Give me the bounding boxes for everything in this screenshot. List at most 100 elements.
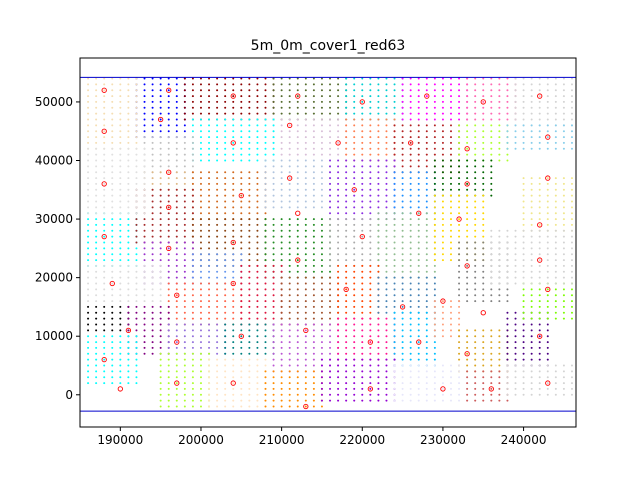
data-point bbox=[312, 130, 315, 133]
data-point bbox=[401, 399, 404, 402]
data-point bbox=[143, 112, 146, 115]
data-point bbox=[514, 329, 517, 332]
data-point bbox=[103, 147, 106, 150]
data-point bbox=[135, 253, 138, 256]
data-point bbox=[409, 177, 412, 180]
data-point bbox=[385, 200, 388, 203]
data-point bbox=[288, 165, 291, 168]
data-point bbox=[329, 106, 332, 109]
data-point bbox=[393, 358, 396, 361]
data-point bbox=[175, 311, 178, 314]
data-point bbox=[312, 305, 315, 308]
data-point bbox=[127, 259, 130, 262]
data-point bbox=[361, 323, 364, 326]
data-point bbox=[288, 235, 291, 238]
data-point bbox=[393, 177, 396, 180]
data-point bbox=[530, 130, 533, 133]
data-point bbox=[183, 118, 186, 121]
data-point bbox=[498, 241, 501, 244]
data-point bbox=[103, 77, 106, 80]
data-point bbox=[562, 89, 565, 92]
data-point bbox=[538, 288, 541, 291]
data-point bbox=[119, 241, 122, 244]
data-point bbox=[167, 206, 170, 209]
data-point bbox=[385, 112, 388, 115]
data-point bbox=[103, 253, 106, 256]
data-point bbox=[522, 282, 525, 285]
data-point bbox=[570, 100, 573, 103]
data-point bbox=[369, 200, 372, 203]
data-point bbox=[369, 118, 372, 121]
data-point bbox=[449, 118, 452, 121]
data-point bbox=[280, 352, 283, 355]
data-point bbox=[498, 100, 501, 103]
data-point bbox=[175, 165, 178, 168]
data-point bbox=[272, 153, 275, 156]
data-point bbox=[167, 305, 170, 308]
data-point bbox=[87, 212, 90, 215]
data-point bbox=[256, 294, 259, 297]
data-point bbox=[103, 188, 106, 191]
data-point bbox=[232, 294, 235, 297]
data-point bbox=[312, 393, 315, 396]
data-point bbox=[159, 282, 162, 285]
data-point bbox=[312, 141, 315, 144]
data-point bbox=[554, 147, 557, 150]
data-point bbox=[562, 317, 565, 320]
data-point bbox=[433, 118, 436, 121]
data-point bbox=[119, 218, 122, 221]
data-point bbox=[570, 112, 573, 115]
data-point bbox=[95, 346, 98, 349]
data-point bbox=[353, 100, 356, 103]
data-point bbox=[95, 370, 98, 373]
data-point bbox=[280, 188, 283, 191]
data-point bbox=[466, 247, 469, 250]
data-point bbox=[240, 241, 243, 244]
data-point bbox=[143, 177, 146, 180]
data-point bbox=[256, 387, 259, 390]
data-point bbox=[240, 89, 243, 92]
data-point bbox=[191, 247, 194, 250]
data-point bbox=[441, 253, 444, 256]
data-point bbox=[466, 364, 469, 367]
data-point bbox=[159, 177, 162, 180]
data-point bbox=[248, 89, 251, 92]
data-point bbox=[458, 212, 461, 215]
data-point bbox=[167, 188, 170, 191]
data-point bbox=[264, 305, 267, 308]
data-point bbox=[167, 288, 170, 291]
data-point bbox=[304, 259, 307, 262]
data-point bbox=[538, 77, 541, 80]
data-point bbox=[312, 294, 315, 297]
data-point bbox=[280, 235, 283, 238]
data-point bbox=[401, 358, 404, 361]
data-point bbox=[216, 270, 219, 273]
data-point bbox=[345, 118, 348, 121]
data-point bbox=[264, 147, 267, 150]
data-point bbox=[272, 89, 275, 92]
data-point bbox=[417, 247, 420, 250]
data-point bbox=[208, 282, 211, 285]
data-point bbox=[369, 147, 372, 150]
data-point bbox=[248, 106, 251, 109]
data-point bbox=[159, 317, 162, 320]
axes-frame bbox=[79, 57, 577, 428]
data-point bbox=[208, 229, 211, 232]
data-point bbox=[111, 147, 114, 150]
data-point bbox=[103, 376, 106, 379]
data-point bbox=[401, 124, 404, 127]
centroid-marker bbox=[101, 233, 107, 240]
data-point bbox=[264, 282, 267, 285]
data-point bbox=[175, 241, 178, 244]
data-point bbox=[522, 136, 525, 139]
data-point bbox=[554, 229, 557, 232]
data-point bbox=[288, 393, 291, 396]
data-point bbox=[240, 282, 243, 285]
data-point bbox=[546, 259, 549, 262]
data-point bbox=[119, 118, 122, 121]
data-point bbox=[199, 364, 202, 367]
centroid-marker bbox=[238, 192, 244, 199]
data-point bbox=[296, 288, 299, 291]
data-point bbox=[377, 346, 380, 349]
data-point bbox=[151, 311, 154, 314]
